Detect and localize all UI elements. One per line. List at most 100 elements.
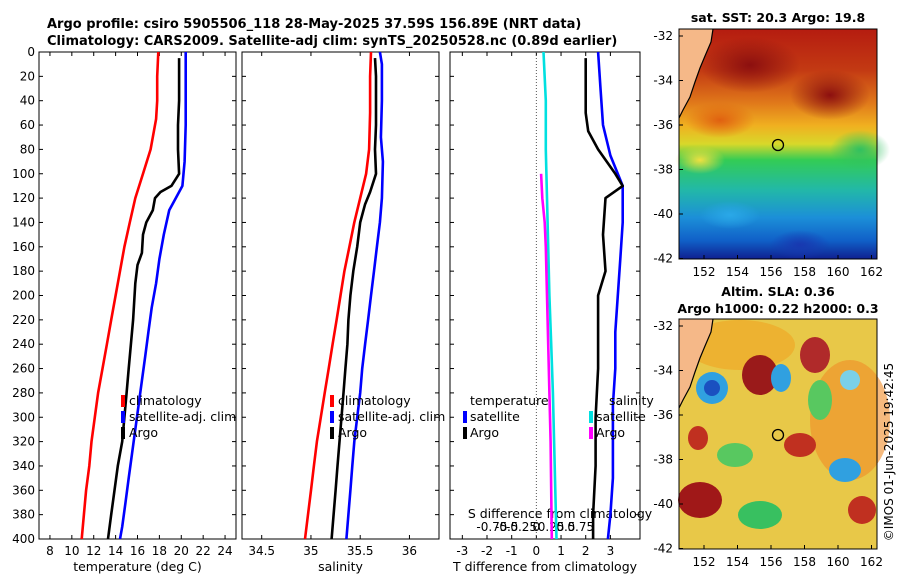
- sla-map-title-2: Argo h1000: 0.22 h2000: 0.3: [677, 301, 878, 316]
- x-tick-label: 18: [152, 544, 167, 558]
- legend-label-s-argo: Argo: [596, 425, 625, 440]
- salinity-legend: climatology satellite-adj. clim Argo: [330, 393, 445, 440]
- map-x-tick-label: 152: [693, 555, 716, 569]
- series-argo: [106, 58, 181, 540]
- sla-low-core: [704, 380, 720, 396]
- y-tick-label: 0: [27, 45, 35, 59]
- legend-swatch-satellite-adj: [330, 411, 334, 423]
- sla-high: [688, 426, 708, 450]
- x-top-tick-label: 0: [533, 520, 541, 534]
- y-tick-label: 280: [12, 386, 35, 400]
- sst-green-patch: [830, 130, 890, 170]
- sst-map: [675, 28, 890, 260]
- sst-warm-patch: [790, 70, 870, 120]
- x-top-tick-label: -0.5: [495, 520, 518, 534]
- land-australia: [679, 29, 713, 118]
- map-y-tick-label: -34: [653, 74, 673, 88]
- land-australia: [679, 319, 713, 408]
- legend-swatch-s-argo: [589, 427, 593, 439]
- sla-high: [742, 355, 778, 395]
- y-tick-label: 340: [12, 459, 35, 473]
- map-x-tick-label: 154: [726, 555, 749, 569]
- coastline: [678, 28, 714, 119]
- legend-label-satellite-adj: satellite-adj. clim: [338, 409, 445, 424]
- difference-panel: -3 -2 -1 0 1 2 3T difference from climatology -…: [449, 51, 653, 574]
- y-tick-label: 140: [12, 215, 35, 229]
- sst-map-frame: [678, 28, 878, 260]
- x-tick-label: 14: [108, 544, 123, 558]
- coastline: [678, 318, 714, 409]
- map-y-tick-label: -32: [653, 29, 673, 43]
- y-tick-label: 60: [20, 118, 35, 132]
- sla-neutral: [738, 501, 782, 529]
- sla-high: [784, 433, 816, 457]
- map-y-tick-label: -42: [653, 252, 673, 266]
- map-x-tick-label: 156: [760, 555, 783, 569]
- x-tick-label: 35.5: [347, 544, 374, 558]
- map-x-tick-label: 156: [760, 265, 783, 279]
- x-tick-label: 0: [533, 544, 541, 558]
- legend-title-temperature: temperature: [470, 393, 549, 408]
- legend-swatch-satellite-adj: [121, 411, 125, 423]
- series-s-satellite: [542, 51, 558, 540]
- y-tick-label: 380: [12, 508, 35, 522]
- map-x-tick-label: 160: [827, 555, 850, 569]
- map-x-tick-label: 158: [793, 555, 816, 569]
- y-tick-label: 180: [12, 264, 35, 278]
- x-tick-label: 2: [582, 544, 590, 558]
- legend-swatch-t-argo: [463, 427, 467, 439]
- salinity-panel: 34.5 35 35.5 36 salinity: [241, 51, 440, 574]
- x-tick-label: 1: [557, 544, 565, 558]
- legend-label-s-satellite: satellite: [596, 409, 646, 424]
- map-y-tick-label: -40: [653, 497, 673, 511]
- x-tick-label: 34.5: [248, 544, 275, 558]
- difference-legend: temperature satellite Argo salinity sate…: [463, 393, 654, 440]
- x-tick-label: 35: [303, 544, 318, 558]
- x-tick-label: 24: [217, 544, 232, 558]
- y-tick-label: 160: [12, 240, 35, 254]
- y-tick-label: 360: [12, 483, 35, 497]
- x-top-tick-label: -0.25: [506, 520, 537, 534]
- series-climatology: [80, 51, 160, 540]
- sla-map-axes: -32 -34 -36 -38 -40 -42 152 154 156 158 160 162: [653, 319, 883, 569]
- title-line-2: Climatology: CARS2009. Satellite-adj cli…: [47, 34, 617, 49]
- copyright-stamp: ©IMOS 01-Jun-2025 19:42:45: [882, 363, 896, 541]
- map-y-tick-label: -36: [653, 118, 673, 132]
- x-top-tick-label: 0.5: [556, 520, 575, 534]
- y-tick-label: 100: [12, 167, 35, 181]
- y-tick-label: 320: [12, 435, 35, 449]
- sla-low: [771, 364, 791, 392]
- y-tick-label: 200: [12, 289, 35, 303]
- legend-label-argo: Argo: [338, 425, 367, 440]
- sla-low: [829, 458, 861, 482]
- sla-high: [800, 337, 830, 373]
- x-top-tick-label: 0.75: [567, 520, 594, 534]
- legend-swatch-t-satellite: [463, 411, 467, 423]
- x-axis-label: salinity: [318, 559, 363, 574]
- map-x-tick-label: 158: [793, 265, 816, 279]
- x-tick-label: -1: [506, 544, 518, 558]
- temperature-legend: climatology satellite-adj. clim Argo: [121, 393, 236, 440]
- map-x-tick-label: 154: [726, 265, 749, 279]
- y-tick-label: 80: [20, 142, 35, 156]
- x-tick-label: -2: [481, 544, 493, 558]
- x-tick-label: 12: [86, 544, 101, 558]
- sla-low: [840, 370, 860, 390]
- map-x-tick-label: 160: [827, 265, 850, 279]
- sla-high: [678, 482, 722, 518]
- x-tick-label: 16: [130, 544, 145, 558]
- y-tick-label: 20: [20, 69, 35, 83]
- x-tick-label: -3: [456, 544, 468, 558]
- map-y-tick-label: -36: [653, 408, 673, 422]
- x-tick-label: 36: [402, 544, 417, 558]
- sla-map: [678, 318, 890, 550]
- x-tick-label: 20: [174, 544, 189, 558]
- y-tick-label: 400: [12, 532, 35, 546]
- legend-label-climatology: climatology: [129, 393, 202, 408]
- legend-label-argo: Argo: [129, 425, 158, 440]
- legend-label-satellite-adj: satellite-adj. clim: [129, 409, 236, 424]
- temperature-panel: 0 20 40 60 80 100 120 140 160 180 200 220 240 260 280 3…: [12, 45, 237, 574]
- series-climatology: [303, 51, 373, 540]
- map-y-tick-label: -32: [653, 319, 673, 333]
- y-tick-label: 120: [12, 191, 35, 205]
